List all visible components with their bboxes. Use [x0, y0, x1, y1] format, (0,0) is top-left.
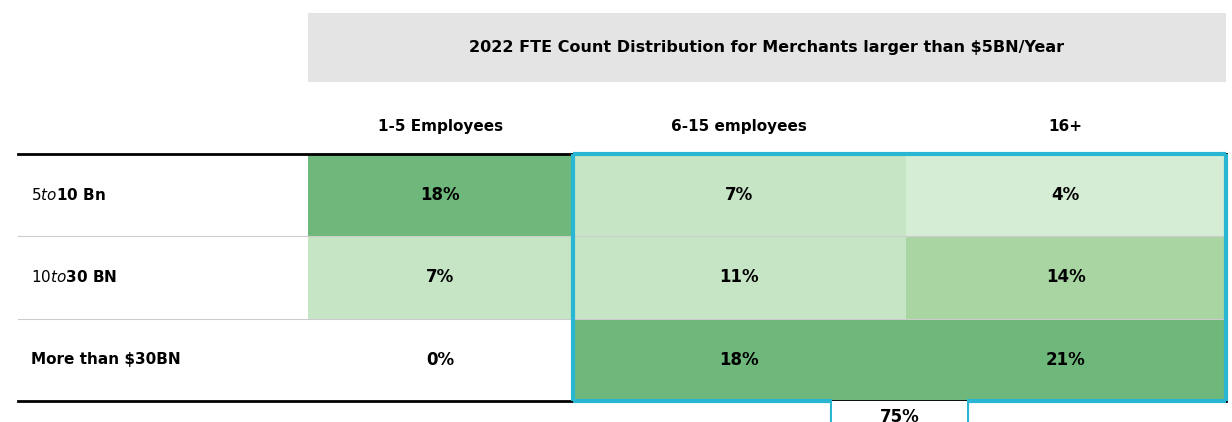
Text: 7%: 7%	[726, 186, 753, 204]
Text: 14%: 14%	[1046, 268, 1085, 287]
Text: 4%: 4%	[1052, 186, 1079, 204]
Text: 18%: 18%	[719, 351, 759, 369]
Text: 75%: 75%	[880, 408, 919, 422]
Text: 18%: 18%	[420, 186, 461, 204]
Text: 0%: 0%	[426, 351, 455, 369]
Bar	[906, 319, 1226, 401]
Bar	[832, 401, 967, 422]
Bar	[308, 319, 573, 401]
Bar	[308, 154, 573, 236]
Bar	[308, 236, 573, 319]
Text: 6-15 employees: 6-15 employees	[671, 119, 807, 134]
Text: 1-5 Employees: 1-5 Employees	[378, 119, 503, 134]
Bar	[308, 13, 1226, 82]
Bar	[573, 154, 906, 236]
Text: 16+: 16+	[1048, 119, 1083, 134]
Bar	[573, 236, 906, 319]
Text: $5 to $10 Bn: $5 to $10 Bn	[31, 187, 106, 203]
Text: 7%: 7%	[426, 268, 455, 287]
Text: 21%: 21%	[1046, 351, 1085, 369]
Bar	[573, 319, 906, 401]
Bar	[906, 236, 1226, 319]
Text: More than $30BN: More than $30BN	[31, 352, 180, 367]
Text: $10 to $30 BN: $10 to $30 BN	[31, 270, 117, 285]
Bar	[906, 154, 1226, 236]
Text: 11%: 11%	[719, 268, 759, 287]
Text: 2022 FTE Count Distribution for Merchants larger than $5BN/Year: 2022 FTE Count Distribution for Merchant…	[469, 40, 1064, 55]
